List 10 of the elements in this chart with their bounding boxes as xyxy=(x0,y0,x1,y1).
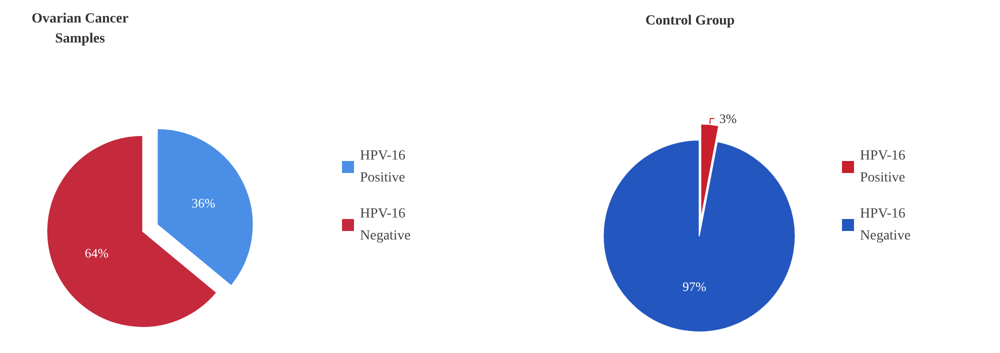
data-label: 64% xyxy=(84,246,109,261)
chart-title: Ovarian Cancer Samples xyxy=(32,12,128,46)
legend-label: HPV-16 Positive xyxy=(860,148,909,186)
data-label: 97% xyxy=(682,279,707,294)
legend-label: HPV-16 Negative xyxy=(360,206,411,244)
legend-label: HPV-16 Positive xyxy=(360,148,409,186)
data-label: 36% xyxy=(191,195,216,210)
data-label: 3% xyxy=(719,110,737,126)
chart-title: Control Group xyxy=(645,14,735,28)
legend-label: HPV-16 Negative xyxy=(860,206,911,244)
